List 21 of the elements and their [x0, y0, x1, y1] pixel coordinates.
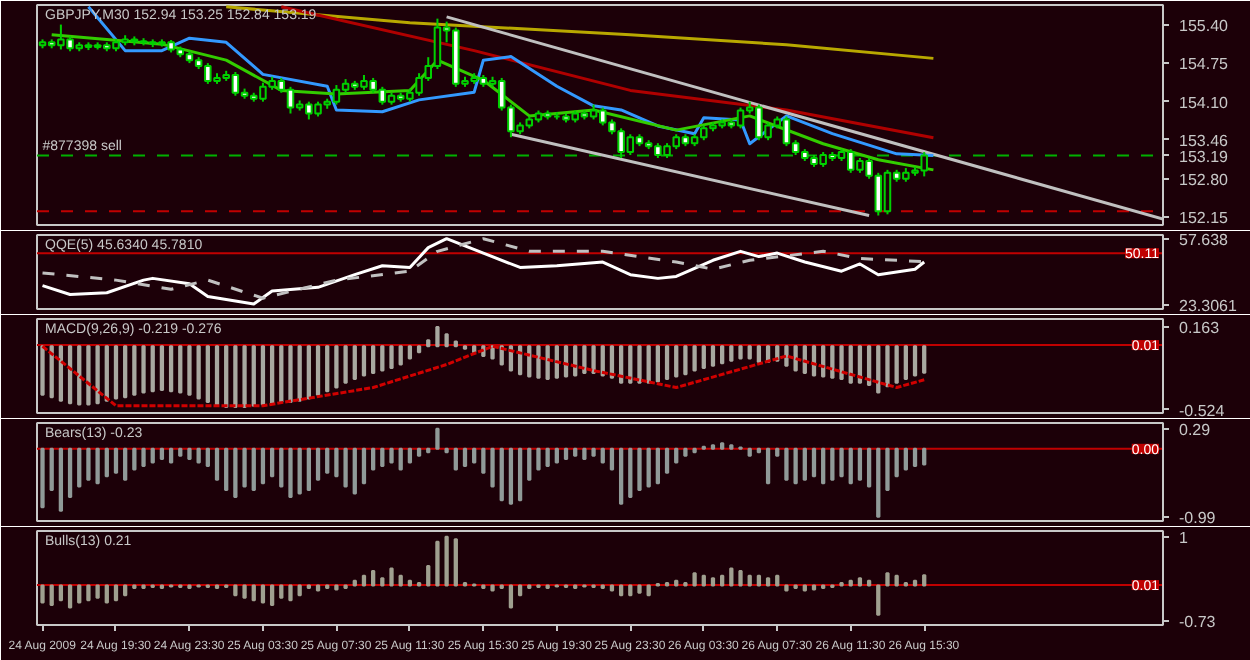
y-tick-label: -0.73: [1179, 613, 1217, 632]
candlestick: [782, 115, 791, 148]
candlestick: [286, 85, 295, 115]
candlestick: [736, 106, 745, 130]
y-tick-label: 155.40: [1179, 16, 1230, 35]
line-series: [41, 344, 926, 408]
y-tick-label: 153.46: [1179, 131, 1230, 150]
line-series: [224, 5, 935, 60]
y-tick-label: 154.75: [1179, 55, 1230, 74]
y-tick-label: -0.99: [1179, 508, 1217, 527]
y-tick-label: 23.3061: [1179, 297, 1238, 316]
y-tick-label: 152.80: [1179, 170, 1230, 189]
y-tick-label: 152.15: [1179, 209, 1230, 228]
y-tick-label: 0.163: [1179, 318, 1221, 337]
y-tick-label: 154.10: [1179, 93, 1230, 112]
y-tick-label: 153.19: [1179, 147, 1230, 166]
y-tick-label: 57.638: [1179, 230, 1230, 249]
y-tick-label: 1: [1179, 528, 1189, 547]
y-tick-label: -0.524: [1179, 401, 1226, 420]
y-tick-label: 0.29: [1179, 420, 1212, 439]
candlestick: [883, 168, 892, 216]
